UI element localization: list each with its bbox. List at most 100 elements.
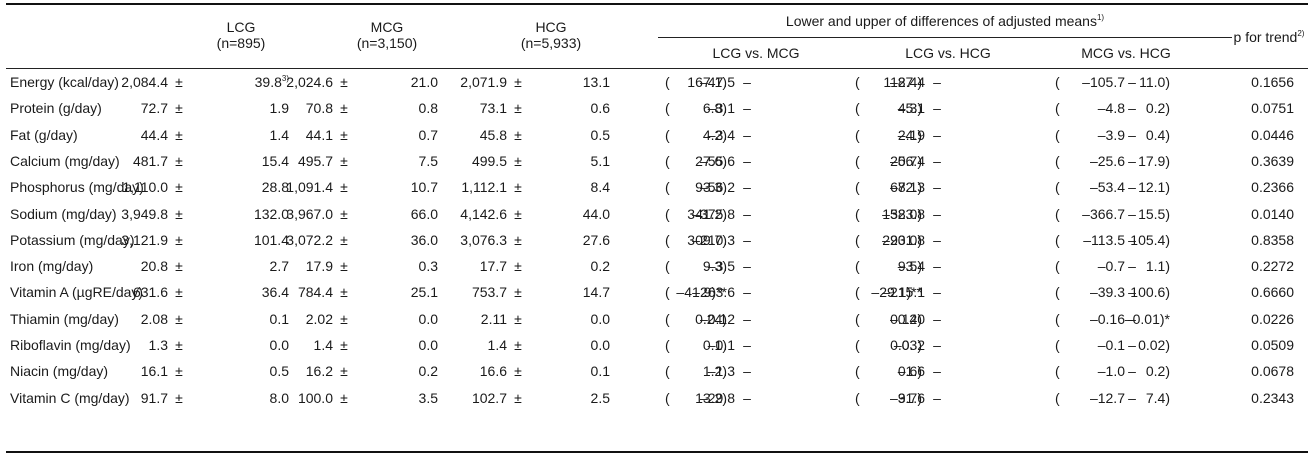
nutrient-label: Phosphorus (mg/day): [10, 179, 144, 196]
mcg-se: 0.0: [418, 337, 438, 353]
mcg-se: 3.5: [418, 389, 438, 406]
diff1-open: (: [665, 363, 670, 380]
pm-sign: ±: [175, 389, 183, 406]
pm-sign: ±: [175, 310, 183, 327]
pm-sign: ±: [514, 205, 522, 222]
table-row: Calcium (mg/day) 481.7 ± 15.4 495.7 ± 7.…: [6, 148, 1308, 174]
diff1-upper: 1.2): [702, 363, 727, 380]
lcg-mean: 91.7: [140, 389, 168, 406]
diff3-upper: 100.6): [1130, 284, 1170, 301]
header-lcg-vs-hcg: LCG vs. HCG: [905, 45, 991, 61]
dash: –: [1128, 310, 1136, 327]
hcg-mean: 1,112.1: [461, 179, 507, 196]
pm-sign: ±: [175, 205, 183, 222]
dash: –: [743, 389, 751, 406]
dash: –: [1128, 284, 1136, 301]
pm-sign: ±: [175, 363, 183, 380]
p-for-trend: 0.0446: [1251, 126, 1294, 143]
dash: –: [1128, 231, 1136, 248]
diff2-open: (: [855, 310, 860, 327]
diff1-lower: –3.5: [707, 258, 735, 275]
diff1-open: (: [665, 179, 670, 196]
diff2-upper: 20.7): [890, 152, 922, 169]
pm-sign: ±: [175, 179, 183, 196]
lcg-se: 132.0: [253, 205, 289, 222]
diff1-open: (: [665, 310, 670, 327]
mcg-mean: 3,072.2: [286, 231, 333, 248]
diff3-lower: –113.5: [1083, 231, 1125, 248]
diff2-open: (: [855, 179, 860, 196]
diff3-upper: 17.9): [1138, 152, 1170, 169]
p-for-trend: 0.3639: [1251, 152, 1294, 169]
diff2-lower: –87.4: [889, 74, 925, 90]
p-for-trend: 0.2343: [1251, 389, 1294, 406]
lcg-mean: 1,110.0: [122, 179, 168, 196]
pm-sign: ±: [340, 100, 348, 117]
pm-sign: ±: [514, 231, 522, 248]
lcg-se: 0.0: [269, 337, 289, 353]
pm-sign: ±: [514, 284, 522, 301]
pm-sign: ±: [514, 310, 522, 327]
hcg-mean: 753.7: [471, 284, 507, 301]
dash: –: [743, 205, 751, 222]
header-diff-title: Lower and upper of differences of adjust…: [785, 13, 1105, 29]
pm-sign: ±: [175, 126, 183, 143]
diff3-lower: –366.7: [1082, 205, 1125, 222]
header-lcg: LCG (n=895): [216, 19, 266, 51]
nutrient-label: Niacin (mg/day): [10, 363, 109, 380]
mcg-se: 0.0: [418, 310, 438, 327]
pm-sign: ±: [340, 363, 348, 380]
mcg-mean: 2.02: [305, 310, 333, 327]
p-for-trend: 0.8358: [1251, 231, 1294, 248]
lcg-se: 0.1: [269, 310, 289, 327]
mcg-se: 21.0: [410, 74, 438, 90]
diff3-open: (: [1055, 152, 1060, 169]
dash: –: [933, 310, 941, 327]
pm-sign: ±: [514, 126, 522, 143]
diff1-open: (: [665, 74, 670, 90]
nutrient-label: Riboflavin (mg/day): [10, 337, 131, 353]
diff1-lower: –3.4: [707, 126, 735, 143]
dash: –: [1128, 74, 1136, 90]
table-row: Energy (kcal/day) 2,084.4 ± 39.83) 2,024…: [6, 69, 1308, 95]
dash: –: [743, 179, 751, 196]
pm-sign: ±: [340, 389, 348, 406]
nutrient-label: Thiamin (mg/day): [10, 310, 119, 327]
diff2-lower: –3.4: [897, 258, 925, 275]
mcg-se: 25.1: [410, 284, 438, 301]
hcg-se: 0.5: [590, 126, 610, 143]
table-row: Riboflavin (mg/day) 1.3 ± 0.0 1.4 ± 0.0 …: [6, 332, 1308, 358]
diff2-lower: –31.6: [889, 389, 925, 406]
nutrient-label: Protein (g/day): [10, 100, 102, 117]
diff3-open: (: [1055, 179, 1060, 196]
diff1-lower: –375.8: [692, 205, 735, 222]
diff2-open: (: [855, 100, 860, 117]
diff1-upper: 13.2): [695, 389, 727, 406]
hcg-se: 0.6: [590, 100, 610, 117]
lcg-mean: 2.08: [140, 310, 168, 327]
lcg-se: 8.0: [269, 389, 289, 406]
header-hcg: HCG (n=5,933): [520, 19, 582, 51]
diff1-upper: 309.7): [687, 231, 727, 248]
lcg-mean: 72.7: [140, 100, 168, 117]
dash: –: [1128, 205, 1136, 222]
diff3-upper: 0.4): [1145, 126, 1170, 143]
p-for-trend: 0.0226: [1251, 310, 1294, 327]
mcg-mean: 2,024.6: [286, 74, 333, 90]
diff2-lower: –523.8: [882, 205, 925, 222]
diff2-open: (: [855, 231, 860, 248]
hcg-se: 14.7: [582, 284, 610, 301]
hcg-se: 27.6: [582, 231, 610, 248]
pm-sign: ±: [175, 100, 183, 117]
pm-sign: ±: [514, 100, 522, 117]
diff2-upper: 293.0): [882, 231, 922, 248]
table-row: Fat (g/day) 44.4 ± 1.4 44.1 ± 0.7 45.8 ±…: [6, 122, 1308, 148]
p-for-trend: 0.0140: [1251, 205, 1294, 222]
diff2-lower: –201.8: [882, 231, 925, 248]
pm-sign: ±: [175, 337, 183, 353]
lcg-mean: 1.3: [148, 337, 168, 353]
hcg-se: 0.1: [590, 363, 610, 380]
mcg-mean: 16.2: [305, 363, 333, 380]
pm-sign: ±: [175, 152, 183, 169]
hcg-mean: 45.8: [479, 126, 507, 143]
